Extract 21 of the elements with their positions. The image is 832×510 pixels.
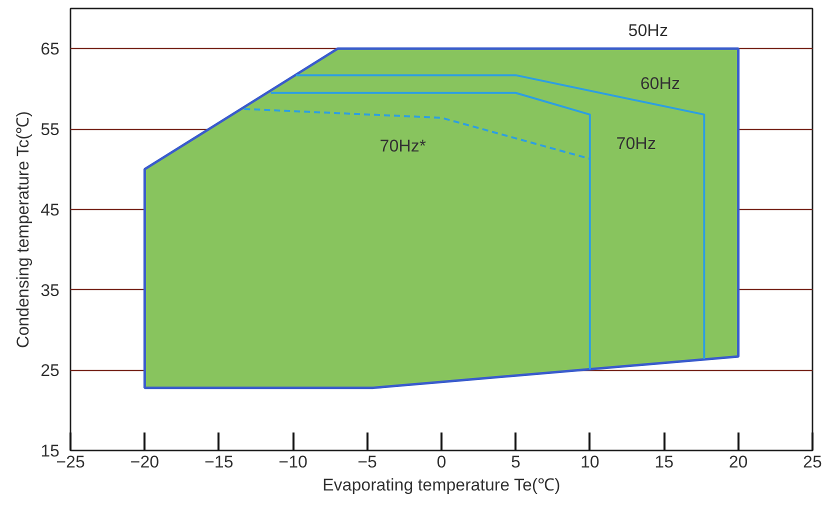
y-tick-label: 45 <box>40 200 60 220</box>
x-axis-title: Evaporating temperature Te(℃) <box>322 476 560 494</box>
x-tick-label: 15 <box>654 452 674 472</box>
x-tick-label: 5 <box>510 452 520 472</box>
y-axis-title: Condensing temperature Tc(℃) <box>14 111 33 348</box>
x-tick-label: −5 <box>358 452 377 472</box>
x-tick-label: −15 <box>204 452 234 472</box>
x-tick-label: 10 <box>580 452 600 472</box>
y-tick-label: 65 <box>40 40 60 59</box>
y-tick-label: 35 <box>40 280 60 300</box>
x-tick-label: 25 <box>803 452 822 472</box>
x-tick-label: 0 <box>436 452 446 472</box>
x-tick-label: 20 <box>728 452 748 472</box>
series-label: 70Hz <box>616 134 656 154</box>
series-label: 60Hz <box>640 74 680 94</box>
x-tick-label: −20 <box>130 452 160 472</box>
y-tick-label: 25 <box>40 361 60 380</box>
x-tick-label: −10 <box>278 452 308 472</box>
series-label: 50Hz <box>628 21 668 40</box>
y-tick-label: 55 <box>40 120 60 140</box>
series-label: 70Hz* <box>380 136 426 156</box>
